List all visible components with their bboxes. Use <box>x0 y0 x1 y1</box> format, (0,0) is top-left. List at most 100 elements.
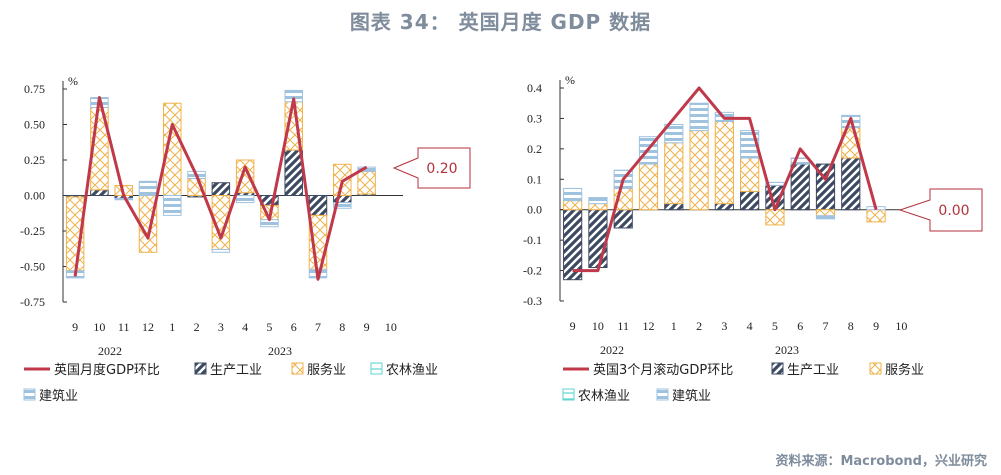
y-tick-label: 0.3 <box>527 111 542 125</box>
x-tick-label: 12 <box>142 320 154 334</box>
bar-construction <box>211 248 231 253</box>
source-note: 资料来源：Macrobond，兴业研究 <box>775 454 987 469</box>
bar-industry <box>790 163 810 211</box>
bar-industry <box>841 157 861 211</box>
bar-construction <box>163 195 182 216</box>
legend-label: 英国3个月滚动GDP环比 <box>593 362 733 378</box>
x-tick-label: 10 <box>93 320 105 334</box>
chart-1: 0.750.500.250.00-0.25-0.50-0.75%9 10 11 12 1… <box>20 74 471 404</box>
bar-construction <box>689 102 709 132</box>
y-tick-label: -0.1 <box>523 233 542 247</box>
bar-industry <box>211 182 231 197</box>
y-tick-label: 0.75 <box>24 82 45 96</box>
x-tick-label: 12 <box>643 319 655 333</box>
y-tick-label: 0.0 <box>527 203 542 217</box>
x-tick-label: 9 <box>364 320 370 334</box>
x-tick-label: 1 <box>169 320 175 334</box>
x-year-label: 2023 <box>268 344 292 358</box>
x-tick-label: 9 <box>570 319 576 333</box>
legend-label: 生产工业 <box>210 363 262 378</box>
bar-industry <box>613 209 633 229</box>
x-tick-label: 11 <box>617 319 629 333</box>
legend-label: 服务业 <box>307 362 346 378</box>
legend-swatch <box>194 362 207 375</box>
x-tick-label: 10 <box>385 320 397 334</box>
x-tick-label: 2 <box>194 320 200 334</box>
bar-construction <box>815 215 836 220</box>
y-tick-label: 0.1 <box>527 172 542 186</box>
legend-label: 建筑业 <box>672 388 711 404</box>
x-tick-label: 1 <box>671 319 677 333</box>
x-tick-label: 8 <box>339 320 345 334</box>
figure-title: 图表 34： 英国月度 GDP 数据 <box>349 10 652 34</box>
bar-construction <box>114 197 133 201</box>
x-tick-label: 7 <box>315 320 321 334</box>
y-tick-label: 0.00 <box>24 189 45 203</box>
x-tick-label: 8 <box>848 319 854 333</box>
x-tick-label: 7 <box>823 319 829 333</box>
y-tick-label: 0.50 <box>24 118 45 132</box>
x-tick-label: 10 <box>895 319 907 333</box>
x-tick-label: 4 <box>242 320 248 334</box>
y-tick-label: 0.4 <box>527 81 542 95</box>
bar-construction <box>235 195 255 204</box>
y-tick-label: -0.50 <box>20 260 45 274</box>
gdp-line <box>572 86 878 273</box>
x-tick-label: 10 <box>592 319 604 333</box>
legend-swatch <box>771 362 784 375</box>
legend-swatch <box>23 388 36 401</box>
x-year-label: 2022 <box>600 343 624 357</box>
legend-swatch <box>869 362 882 375</box>
bar-construction <box>138 180 158 197</box>
x-tick-label: 6 <box>797 319 803 333</box>
legend-swatch <box>656 388 669 401</box>
bar-services <box>866 209 886 223</box>
x-tick-label: 4 <box>747 319 753 333</box>
y-tick-label: 0.25 <box>24 153 45 167</box>
x-tick-label: 9 <box>873 319 879 333</box>
legend-swatch <box>291 362 304 375</box>
bar-services <box>765 209 785 226</box>
y-unit-label: % <box>565 73 575 87</box>
bar-construction <box>765 181 785 186</box>
legend-label: 建筑业 <box>39 388 78 404</box>
bar-services <box>235 159 255 194</box>
bar-services <box>638 163 659 211</box>
bar-construction <box>563 187 583 202</box>
bar-industry <box>284 149 303 196</box>
chart-2: 0.40.30.20.10.0-0.1-0.2-0.3%9 10 11 12 1 2 3 4 5… <box>523 73 983 404</box>
bar-services <box>815 209 836 217</box>
callout-box <box>898 188 983 232</box>
y-unit-label: % <box>68 74 78 88</box>
bar-services <box>588 203 608 211</box>
x-tick-label: 3 <box>218 320 224 334</box>
x-year-label: 2023 <box>775 343 799 357</box>
legend-swatch <box>370 362 383 375</box>
bar-services <box>714 120 734 205</box>
bar-industry <box>308 195 328 216</box>
bar-services <box>664 142 684 205</box>
x-tick-label: 9 <box>72 320 78 334</box>
callout-value: 0.20 <box>426 161 457 177</box>
legend-label: 英国月度GDP环比 <box>54 362 160 378</box>
legend-label: 农林渔业 <box>578 389 630 404</box>
callout-value: 0.00 <box>938 203 969 219</box>
x-year-label: 2022 <box>98 344 122 358</box>
y-tick-label: -0.3 <box>523 294 542 308</box>
bar-services <box>740 157 760 192</box>
bar-industry <box>664 203 684 211</box>
legend-label: 农林渔业 <box>386 363 438 378</box>
x-tick-label: 2 <box>696 319 702 333</box>
legend-label: 生产工业 <box>787 363 839 378</box>
x-tick-label: 6 <box>291 320 297 334</box>
callout-box <box>392 147 471 189</box>
bar-industry <box>714 203 734 211</box>
bar-industry <box>740 190 760 211</box>
bar-construction <box>588 197 608 205</box>
x-tick-label: 11 <box>118 320 130 334</box>
bar-construction <box>333 202 352 209</box>
bar-industry <box>588 209 608 269</box>
bar-services <box>357 170 376 195</box>
bar-services <box>689 130 709 211</box>
